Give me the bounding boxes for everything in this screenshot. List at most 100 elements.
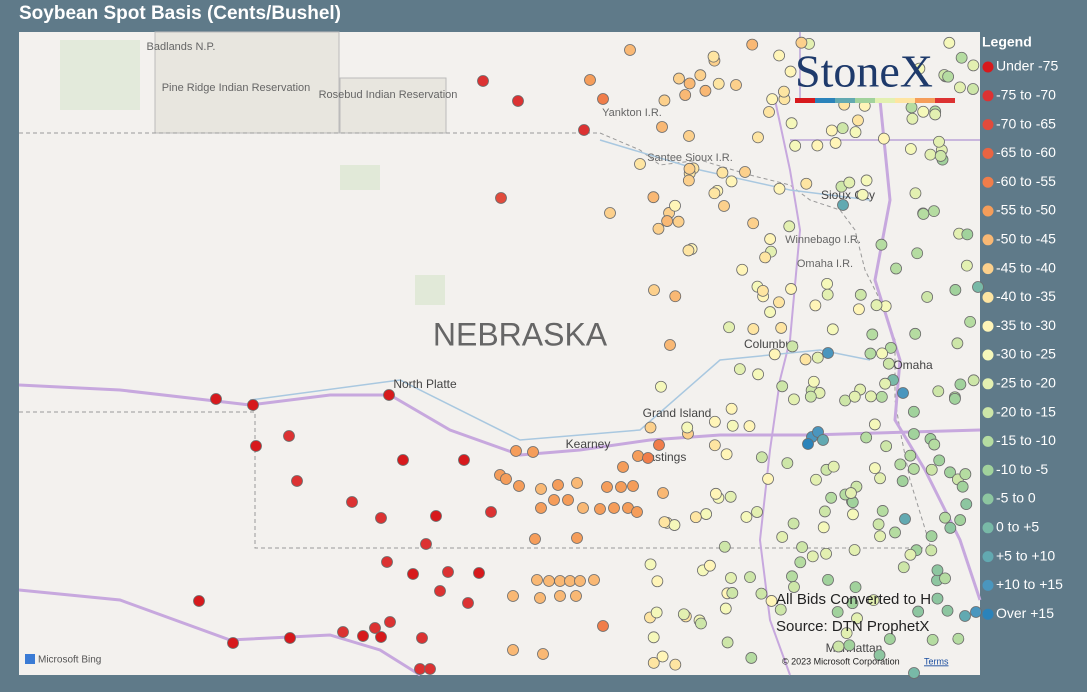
bid-point [699,84,712,97]
bid-point [664,339,676,351]
bid-point [718,540,731,553]
bid-point [831,606,844,618]
bid-point [700,508,713,520]
terms-link[interactable]: Terms [924,656,949,666]
bid-point [786,570,798,583]
bid-point [951,337,964,350]
bid-point [677,608,690,621]
bid-point [726,419,739,432]
bid-point [868,418,881,431]
bid-point [210,393,222,405]
bid-point [683,77,696,90]
bid-point [746,38,759,51]
bid-point [529,533,541,545]
bid-point [872,518,885,531]
bid-point [845,487,857,499]
bid-point [657,487,669,499]
legend-label: Over +15 [996,605,1054,621]
state-label: NEBRASKA [433,316,608,352]
bid-point [952,632,965,645]
bid-point [725,572,737,584]
bid-point [875,238,888,251]
bid-point [840,627,853,639]
bid-point [743,420,756,433]
bid-point [656,121,668,133]
bid-point [695,617,707,630]
bid-point [970,606,982,618]
bid-point [513,480,525,492]
bid-point [604,207,616,219]
bid-point [608,502,620,514]
bid-point [939,572,951,585]
bid-point [397,454,409,466]
bid-point [500,473,512,485]
bid-point [369,622,381,634]
legend-swatch [982,493,994,505]
legend-label: -70 to -65 [996,115,1056,131]
bid-point [651,575,664,588]
bid-point [956,480,969,493]
bid-point [843,639,856,652]
bid-point [849,581,862,594]
bid-point [634,158,646,170]
bid-point [865,390,877,403]
legend-swatch [982,90,994,102]
bid-point [548,494,560,506]
bid-point [527,446,539,458]
bid-point [416,632,428,644]
bid-point [584,74,596,86]
bid-point [726,587,739,599]
bid-point [788,393,800,406]
bid-point [562,494,574,506]
bid-point [852,114,864,127]
bid-point [477,75,489,87]
bid-point [578,124,590,136]
legend-label: -30 to -25 [996,346,1056,362]
logo-stripe [875,98,895,103]
map-features [18,31,982,677]
bid-point [704,559,716,572]
bid-point [776,380,789,393]
bid-point [682,244,695,257]
legend-label: -40 to -35 [996,288,1056,304]
bid-point [725,402,738,415]
bid-point [683,130,695,142]
bid-point [785,117,798,130]
bid-point [826,323,839,336]
bid-point [747,323,760,335]
bid-point [597,93,609,105]
bid-point [785,283,797,295]
bid-point [284,632,296,644]
logo-stripe [935,98,955,103]
bid-point [375,631,387,643]
bid-point [624,44,636,56]
legend-label: -35 to -30 [996,317,1056,333]
bid-point [571,477,583,489]
bid-point [836,122,849,135]
bid-point [764,306,776,318]
bid-point [601,481,613,493]
bid-point [925,544,938,557]
bid-point [959,468,972,480]
bid-point [899,513,911,525]
bid-point [820,547,832,560]
bid-point [796,541,808,553]
bid-point [874,530,886,543]
bid-point [756,284,769,297]
bid-point [414,663,426,675]
bid-point [570,590,582,602]
bid-point [961,259,973,272]
bid-point [848,544,861,556]
bid-point [837,199,849,211]
bid-point [424,663,436,675]
bid-point [375,512,387,524]
bid-point [904,143,917,155]
bid-point [932,385,945,398]
logo-stripe [835,98,855,103]
map-label: Kearney [566,437,611,451]
bid-point [870,299,883,312]
bid-point [430,510,442,522]
bid-point [879,377,892,390]
legend-swatch [982,464,994,476]
bid-point [543,575,555,587]
